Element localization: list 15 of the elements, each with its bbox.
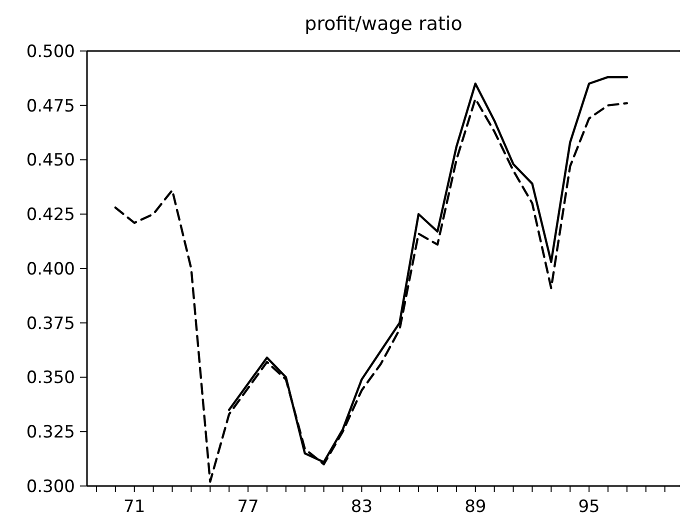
y-tick-label: 0.500	[26, 42, 75, 62]
y-tick-label: 0.300	[26, 476, 75, 497]
y-tick-label: 0.400	[26, 259, 75, 280]
x-tick-label: 89	[464, 497, 486, 517]
chart-title: profit/wage ratio	[304, 13, 462, 35]
y-tick-label: 0.350	[26, 368, 75, 388]
y-tick-label: 0.450	[26, 150, 75, 171]
y-tick-label: 0.375	[26, 314, 75, 334]
x-tick-label: 71	[124, 497, 146, 517]
x-tick-label: 95	[578, 497, 600, 517]
x-tick-label: 77	[237, 497, 259, 517]
x-tick-label: 83	[350, 497, 373, 517]
y-tick-label: 0.325	[26, 422, 75, 443]
y-tick-label: 0.425	[26, 205, 75, 226]
y-tick-label: 0.475	[26, 96, 75, 116]
